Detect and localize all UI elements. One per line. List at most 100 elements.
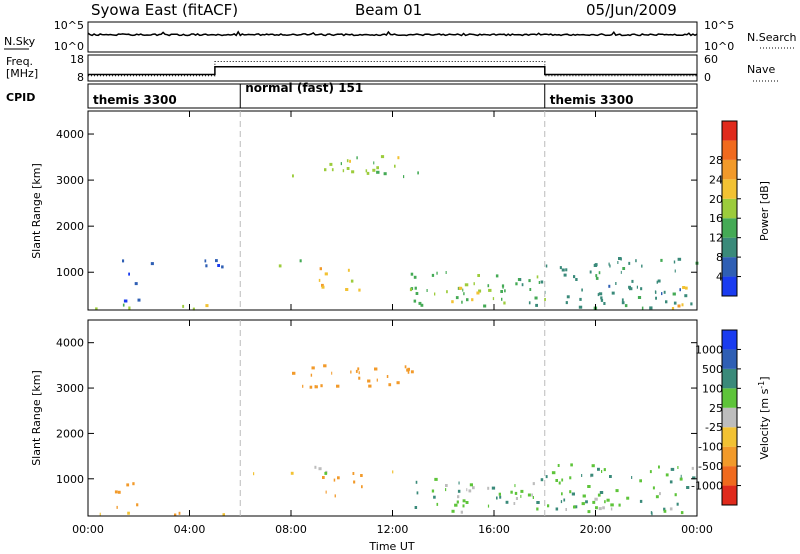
- velocity-cell: [551, 471, 556, 475]
- velocity-colorbar-swatch: [722, 388, 737, 408]
- velocity-cell: [114, 490, 118, 494]
- power-cell: [672, 292, 676, 296]
- power-cell: [565, 301, 568, 305]
- power-cell: [376, 170, 380, 174]
- power-cell: [573, 275, 576, 279]
- power-cell: [192, 307, 195, 311]
- xtick-label: 00:00: [681, 523, 713, 536]
- power-colorbar-swatch: [722, 198, 737, 219]
- velocity-cell: [350, 370, 352, 374]
- velocity-cell: [677, 466, 679, 469]
- power-cell: [515, 282, 518, 286]
- velocity-cell: [515, 497, 518, 500]
- velocity-cell: [322, 476, 325, 479]
- velocity-cell: [669, 507, 673, 511]
- power-cell: [340, 162, 342, 166]
- power-cell: [372, 168, 376, 172]
- velocity-cell: [314, 385, 318, 389]
- power-cell: [521, 283, 524, 287]
- power-cell: [673, 301, 677, 305]
- power-cell: [603, 302, 606, 305]
- velocity-cell: [514, 491, 518, 495]
- velocity-cell: [510, 490, 513, 494]
- power-cell: [128, 306, 131, 310]
- xtick-label: 20:00: [580, 523, 612, 536]
- velocity-cell: [174, 513, 177, 517]
- cpid-mode: themis 3300: [550, 93, 634, 107]
- power-cell: [600, 296, 603, 300]
- power-cell: [631, 279, 634, 283]
- power-colorbar-tick-label: 12: [709, 232, 723, 245]
- power-cell: [318, 278, 321, 282]
- power-cell: [418, 301, 422, 305]
- velocity-cell: [571, 492, 575, 496]
- power-cell: [123, 299, 128, 303]
- velocity-cell: [618, 503, 621, 507]
- power-cell: [684, 294, 688, 298]
- velocity-cell: [414, 506, 418, 509]
- velocity-cell: [415, 480, 418, 484]
- power-cell: [681, 303, 684, 307]
- nsky-panel: N.Sky 10^5 10^0 10^5 10^0 N.Search: [4, 19, 797, 53]
- power-cell: [150, 262, 154, 266]
- power-cell: [414, 286, 417, 290]
- freq-tick-top: 18: [70, 53, 84, 66]
- power-cell: [618, 257, 622, 260]
- power-cell: [455, 296, 459, 300]
- velocity-cell: [639, 499, 643, 503]
- velocity-cell: [302, 384, 304, 388]
- power-cell: [578, 305, 583, 309]
- power-cell: [358, 288, 361, 292]
- velocity-cell: [655, 495, 659, 499]
- velocity-cell: [560, 500, 563, 504]
- velocity-cell: [527, 493, 531, 497]
- power-cell: [661, 292, 663, 296]
- velocity-cell: [570, 463, 573, 467]
- cpid-panel: CPID themis 3300 normal (fast) 151 themis …: [6, 81, 698, 109]
- date-title: 05/Jun/2009: [586, 1, 677, 19]
- velocity-cell: [555, 479, 558, 482]
- velocity-cell: [392, 470, 394, 474]
- power-cell: [656, 280, 658, 284]
- power-cell: [383, 172, 387, 176]
- velocity-cell: [573, 505, 576, 509]
- power-cell: [534, 296, 538, 300]
- power-cell: [624, 304, 628, 308]
- power-cell: [451, 300, 454, 304]
- power-cell: [544, 298, 546, 301]
- power-cell: [415, 292, 419, 295]
- velocity-cell: [540, 478, 544, 482]
- power-cell: [483, 304, 487, 308]
- velocity-cell: [457, 495, 460, 499]
- velocity-cell: [374, 367, 378, 371]
- velocity-cell: [581, 502, 585, 506]
- velocity-cell: [692, 476, 696, 480]
- velocity-colorbar-tick-label: 25: [709, 402, 723, 415]
- power-cell: [673, 260, 676, 264]
- power-cell: [540, 280, 544, 284]
- power-cell: [409, 288, 412, 292]
- power-cell: [397, 156, 400, 160]
- power-cell: [426, 289, 428, 292]
- power-ytick-label: 2000: [56, 220, 84, 233]
- velocity-ytick-label: 3000: [56, 382, 84, 395]
- cpid-label: CPID: [6, 91, 35, 104]
- power-colorbar-swatch: [722, 121, 737, 141]
- velocity-colorbar-swatch: [722, 446, 737, 467]
- velocity-cell: [491, 486, 496, 490]
- velocity-cell: [536, 501, 540, 504]
- power-cell: [640, 287, 643, 291]
- power-cell: [349, 159, 351, 163]
- power-colorbar-swatch: [722, 218, 737, 238]
- power-cell: [217, 264, 220, 267]
- velocity-cell: [337, 476, 340, 480]
- xlabel: Time UT: [368, 540, 414, 553]
- velocity-cell: [117, 490, 121, 494]
- velocity-cell: [361, 485, 363, 489]
- power-colorbar-tick-label: 28: [709, 154, 723, 167]
- nave-tick-bottom: 0: [704, 71, 711, 84]
- velocity-cell: [679, 477, 683, 481]
- velocity-cell: [532, 496, 534, 499]
- power-ylabel: Slant Range [km]: [30, 163, 43, 259]
- velocity-cell: [587, 510, 591, 514]
